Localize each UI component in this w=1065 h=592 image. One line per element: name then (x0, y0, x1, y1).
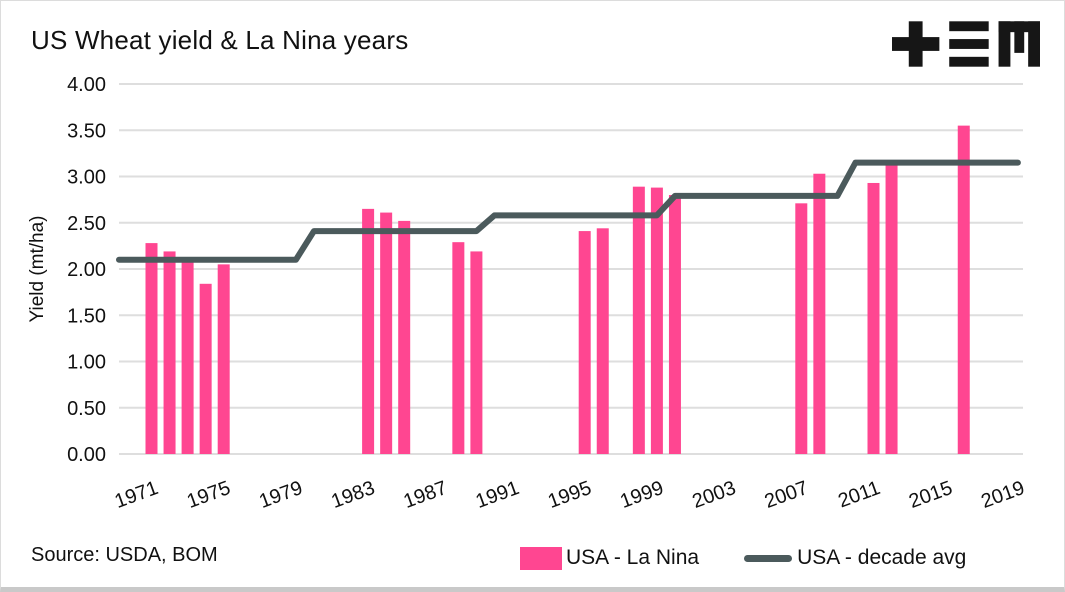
bar-1998 (632, 186, 645, 455)
x-axis-labels: 1971 1975 1979 1983 1987 1991 1995 1999 2003 2007… (112, 477, 1028, 513)
legend-label-decade-avg: USA - decade avg (797, 546, 967, 569)
svg-text:1975: 1975 (184, 477, 233, 513)
bar-2007 (795, 203, 808, 454)
legend-label-la-nina: USA - La Nina (566, 546, 700, 569)
bar-2008 (813, 173, 826, 454)
svg-text:2011: 2011 (835, 477, 883, 512)
y-axis-labels: 0.00 0.50 1.00 1.50 2.00 2.50 3.00 3.50 4.00 (67, 74, 106, 466)
tem-logo (892, 21, 1040, 67)
svg-text:3.50: 3.50 (67, 120, 106, 142)
bar-1975 (217, 264, 230, 454)
bar-2016 (957, 125, 970, 454)
decade-avg-line (116, 159, 1021, 263)
chart-title: US Wheat yield & La Nina years (31, 25, 409, 55)
m-glyph-icon (998, 21, 1040, 67)
svg-text:2007: 2007 (762, 477, 811, 513)
bar-1985 (398, 220, 411, 454)
bar-1995 (578, 231, 591, 454)
bar-1972 (163, 251, 176, 454)
svg-text:3.00: 3.00 (67, 167, 106, 189)
svg-text:2003: 2003 (689, 477, 738, 513)
bar-swatch-icon (520, 546, 562, 570)
svg-text:1971: 1971 (112, 477, 161, 513)
bar-1999 (650, 187, 663, 454)
bar-2012 (885, 165, 898, 454)
svg-text:1.00: 1.00 (67, 352, 106, 374)
line-swatch-icon (744, 554, 793, 562)
svg-text:1991: 1991 (473, 477, 522, 513)
triple-bar-icon (949, 21, 989, 67)
bar-2000 (668, 195, 681, 454)
plus-icon (892, 21, 940, 67)
bar-1971 (145, 243, 158, 454)
bar-1989 (470, 251, 483, 454)
svg-text:2019: 2019 (978, 477, 1027, 513)
svg-text:0.50: 0.50 (67, 398, 106, 420)
bar-1988 (452, 242, 465, 454)
svg-text:1987: 1987 (401, 477, 450, 513)
chart-legend: USA - La Nina USA - decade avg (520, 546, 966, 570)
bar-1996 (596, 228, 609, 454)
bar-1984 (380, 212, 393, 454)
bar-1983 (362, 208, 375, 454)
legend-item-la-nina: USA - La Nina (520, 546, 699, 570)
legend-item-decade-avg: USA - decade avg (744, 546, 966, 570)
svg-text:4.00: 4.00 (67, 74, 106, 96)
svg-text:2.50: 2.50 (67, 213, 106, 235)
bars (145, 125, 970, 455)
svg-text:1995: 1995 (545, 477, 594, 513)
svg-text:1979: 1979 (256, 477, 305, 513)
bar-1974 (199, 283, 212, 454)
svg-text:2015: 2015 (906, 477, 955, 513)
svg-text:1.50: 1.50 (67, 305, 106, 327)
bar-2011 (867, 182, 880, 454)
source-note: Source: USDA, BOM (31, 544, 218, 566)
plot-area: 0.00 0.50 1.00 1.50 2.00 2.50 3.00 3.50 4.00 Yiel… (27, 74, 1028, 513)
y-axis-title: Yield (mt/ha) (27, 216, 48, 323)
svg-text:1999: 1999 (617, 477, 666, 513)
bar-1973 (181, 259, 194, 454)
svg-text:0.00: 0.00 (67, 444, 106, 466)
svg-text:1983: 1983 (328, 477, 377, 513)
svg-text:2.00: 2.00 (67, 259, 106, 281)
